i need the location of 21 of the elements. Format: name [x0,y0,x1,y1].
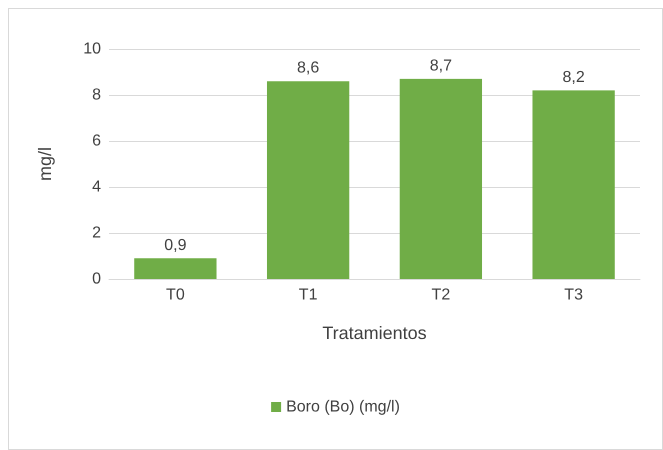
data-label: 8,2 [562,68,585,86]
data-label: 8,7 [430,57,452,74]
y-tick-label: 0 [92,270,102,288]
x-axis-title: Tratamientos [322,323,427,343]
data-label: 8,6 [297,60,320,77]
x-tick-label: T0 [166,286,185,304]
y-tick-label: 2 [92,224,102,242]
bar [266,81,350,279]
y-axis-title: mg/l [35,146,55,182]
data-label: 0,9 [164,236,187,254]
y-tick-label: 6 [92,132,102,150]
y-tick-label: 8 [92,86,102,104]
bar [532,90,615,279]
x-tick-label: T3 [564,286,584,304]
x-tick-label: T2 [432,286,450,304]
y-tick-label: 4 [92,178,102,196]
bar [134,258,217,279]
bar [400,78,482,279]
x-tick-label: T1 [298,286,318,304]
y-tick-label: 10 [83,40,102,58]
legend-label: Boro (Bo) (mg/l) [286,398,400,416]
